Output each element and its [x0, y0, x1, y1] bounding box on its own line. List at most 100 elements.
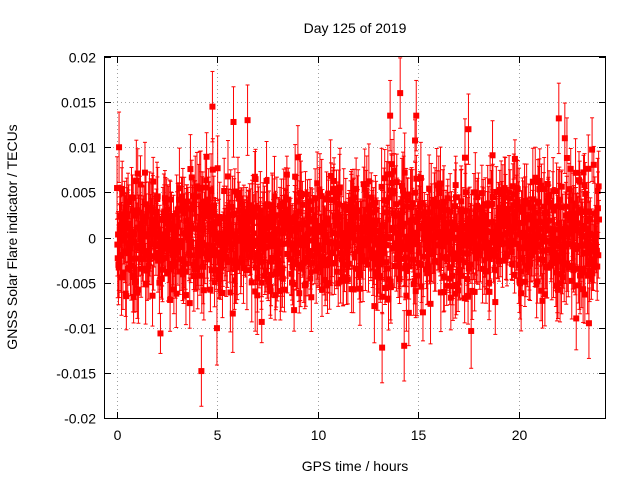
data-point: [214, 165, 221, 172]
data-point: [266, 221, 273, 228]
data-point: [141, 248, 148, 255]
data-point: [427, 300, 434, 307]
data-point: [529, 178, 536, 185]
data-point: [289, 219, 296, 226]
data-point: [277, 288, 284, 295]
data-point: [312, 217, 319, 224]
data-point: [193, 225, 200, 232]
data-point: [143, 213, 150, 220]
data-point: [398, 199, 405, 206]
data-point: [322, 276, 329, 283]
data-point: [415, 214, 422, 221]
data-point: [519, 255, 526, 262]
data-point: [499, 257, 506, 264]
data-point: [291, 307, 298, 314]
data-point: [453, 282, 460, 289]
data-point: [351, 194, 358, 201]
data-point: [482, 231, 489, 238]
data-point: [181, 260, 188, 267]
data-point: [461, 295, 468, 302]
data-point: [122, 217, 129, 224]
data-point: [200, 226, 207, 233]
data-point: [247, 253, 254, 260]
data-point: [198, 272, 205, 279]
data-point: [467, 222, 474, 229]
data-point: [509, 261, 516, 268]
data-point: [363, 240, 370, 247]
data-point: [534, 231, 541, 238]
data-point: [200, 287, 207, 294]
data-point: [304, 212, 311, 219]
data-point: [440, 213, 447, 220]
data-point: [394, 212, 401, 219]
data-point: [453, 194, 460, 201]
data-point: [517, 280, 524, 287]
data-point: [420, 253, 427, 260]
data-point: [362, 257, 369, 264]
data-point: [430, 248, 437, 255]
data-point: [234, 264, 241, 271]
data-point: [530, 248, 537, 255]
data-point: [269, 237, 276, 244]
data-point: [413, 218, 420, 225]
data-point: [202, 184, 209, 191]
data-point: [278, 270, 285, 277]
data-point: [367, 246, 374, 253]
data-point: [393, 201, 400, 208]
data-point: [183, 218, 190, 225]
data-point: [238, 201, 245, 208]
data-point: [118, 274, 125, 281]
data-point: [411, 241, 418, 248]
data-point: [182, 292, 189, 299]
data-point: [290, 281, 297, 288]
data-point: [179, 193, 186, 200]
data-point: [507, 195, 514, 202]
data-point: [414, 272, 421, 279]
data-point: [121, 248, 128, 255]
data-point: [409, 229, 416, 236]
data-point: [378, 183, 385, 190]
data-point: [231, 277, 238, 284]
data-point: [329, 229, 336, 236]
data-point: [493, 188, 500, 195]
data-point: [511, 224, 518, 231]
data-point: [175, 249, 182, 256]
data-point: [265, 278, 272, 285]
data-point: [252, 176, 259, 183]
data-point: [295, 221, 302, 228]
data-point: [231, 188, 238, 195]
data-point: [245, 206, 252, 213]
data-point: [281, 286, 288, 293]
data-point: [128, 262, 135, 269]
data-point: [224, 173, 231, 180]
data-point: [404, 197, 411, 204]
data-point: [290, 246, 297, 253]
data-point: [370, 230, 377, 237]
data-point: [437, 180, 444, 187]
data-point: [512, 240, 519, 247]
data-point: [404, 233, 411, 240]
data-point: [403, 292, 410, 299]
data-point: [277, 219, 284, 226]
data-point: [535, 218, 542, 225]
data-point: [357, 224, 364, 231]
data-point: [401, 169, 408, 176]
data-point: [525, 199, 532, 206]
data-point: [359, 215, 366, 222]
data-point: [489, 194, 496, 201]
data-point: [461, 154, 468, 161]
data-point: [398, 182, 405, 189]
data-point: [250, 230, 257, 237]
data-point: [297, 265, 304, 272]
data-point: [133, 177, 140, 184]
data-point: [489, 152, 496, 159]
data-point: [235, 195, 242, 202]
data-point: [372, 241, 379, 248]
data-point: [467, 261, 474, 268]
data-point: [419, 309, 426, 316]
data-point: [515, 261, 522, 268]
data-point: [262, 237, 269, 244]
data-point: [139, 224, 146, 231]
data-point: [253, 204, 260, 211]
